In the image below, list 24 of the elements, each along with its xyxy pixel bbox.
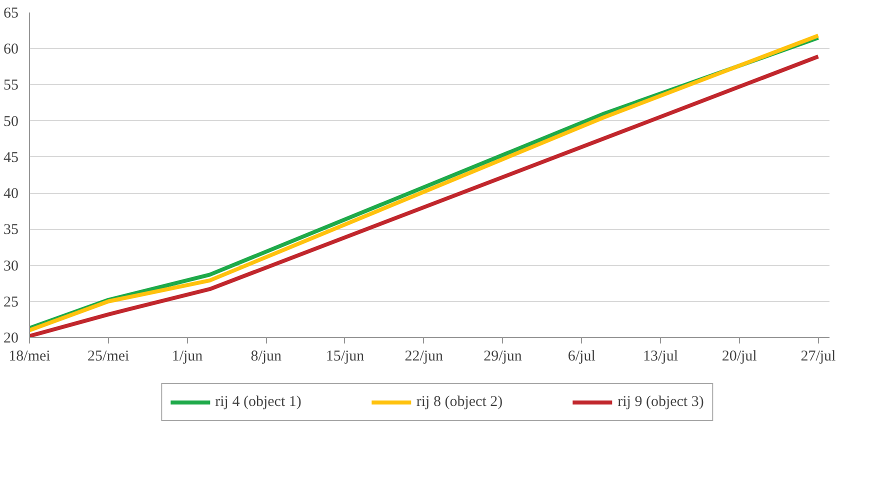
x-tick-label: 6/jul	[568, 348, 596, 364]
x-tick-label: 15/jun	[326, 348, 365, 364]
x-tick-label: 8/jun	[250, 348, 282, 364]
x-tick-label: 25/mei	[88, 348, 130, 364]
x-tick-label: 1/jun	[172, 348, 204, 364]
y-tick-label: 50	[4, 114, 18, 130]
y-tick-label: 20	[4, 330, 18, 346]
x-tick-label: 18/mei	[8, 348, 50, 364]
y-tick-label: 55	[4, 78, 18, 94]
legend-label: rij 4 (object 1)	[215, 394, 302, 410]
x-tick-label: 29/jun	[484, 348, 522, 364]
y-tick-label: 35	[4, 222, 18, 238]
x-tick-label: 27/jul	[800, 348, 836, 364]
legend-label: rij 9 (object 3)	[618, 394, 704, 410]
y-tick-label: 30	[4, 258, 18, 274]
legend-label: rij 8 (object 2)	[416, 394, 503, 410]
x-tick-label: 13/jul	[642, 348, 678, 364]
y-tick-label: 25	[4, 294, 18, 310]
y-tick-label: 40	[4, 186, 18, 202]
y-tick-label: 45	[4, 150, 18, 166]
y-tick-label: 60	[4, 42, 18, 58]
x-tick-label: 20/jul	[722, 348, 757, 364]
x-tick-label: 22/jun	[404, 348, 444, 364]
y-tick-label: 65	[4, 6, 18, 22]
